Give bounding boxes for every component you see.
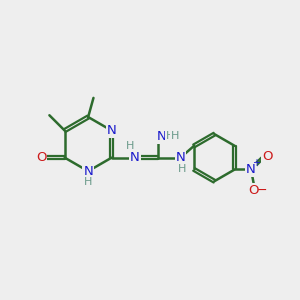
Text: N: N <box>157 130 167 143</box>
Text: N: N <box>246 163 256 176</box>
Text: H: H <box>84 177 92 188</box>
Text: O: O <box>262 150 273 163</box>
Text: H: H <box>171 131 179 142</box>
Text: O: O <box>249 184 259 197</box>
Text: H: H <box>166 131 174 142</box>
Text: −: − <box>257 184 267 196</box>
Text: H: H <box>126 142 134 152</box>
Text: +: + <box>252 158 260 168</box>
Text: O: O <box>36 151 46 164</box>
Text: N: N <box>130 151 140 164</box>
Text: N: N <box>83 165 93 178</box>
Text: H: H <box>178 164 186 174</box>
Text: N: N <box>107 124 116 137</box>
Text: N: N <box>176 151 185 164</box>
